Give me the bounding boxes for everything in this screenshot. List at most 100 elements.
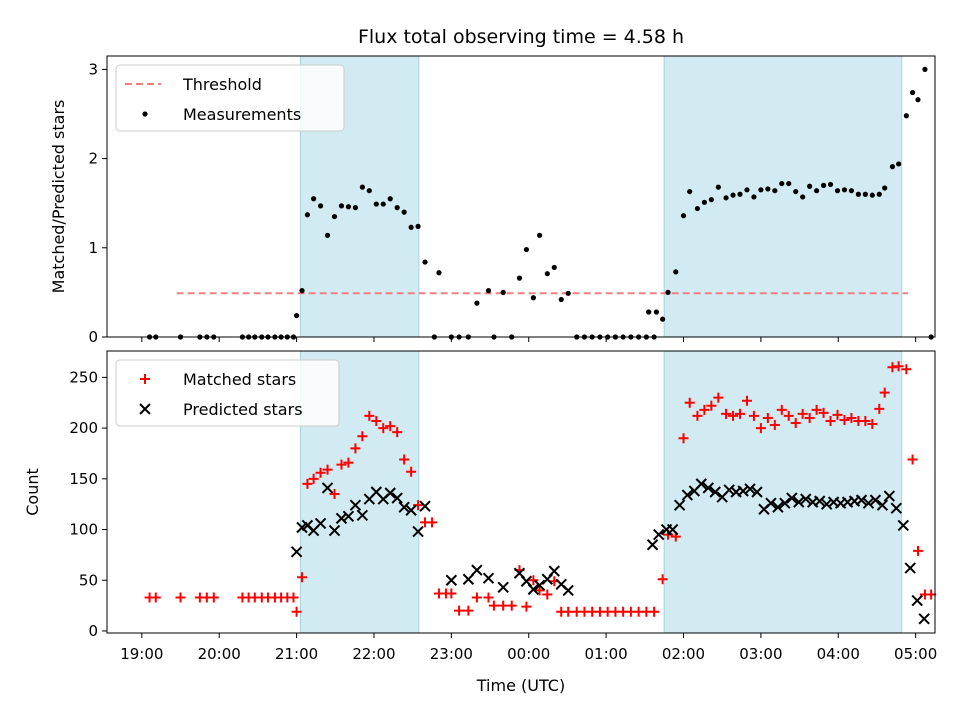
data-point bbox=[772, 188, 778, 194]
data-point bbox=[893, 361, 904, 372]
data-point bbox=[315, 467, 326, 478]
data-point bbox=[329, 489, 340, 500]
data-point bbox=[413, 500, 424, 511]
data-point bbox=[387, 196, 393, 202]
data-point bbox=[848, 188, 855, 194]
data-point bbox=[548, 565, 560, 577]
data-point bbox=[869, 192, 875, 198]
data-point bbox=[883, 490, 896, 502]
data-point bbox=[721, 408, 732, 419]
axes-frame bbox=[106, 55, 936, 338]
data-point bbox=[751, 194, 757, 200]
data-point bbox=[436, 270, 442, 276]
data-point bbox=[723, 484, 735, 496]
legend-box bbox=[115, 359, 340, 427]
data-point bbox=[335, 512, 348, 525]
data-point bbox=[832, 409, 843, 420]
data-point bbox=[744, 483, 756, 495]
data-point bbox=[463, 605, 474, 616]
y-tick-label: 150 bbox=[69, 470, 98, 488]
data-point bbox=[715, 184, 721, 190]
data-point bbox=[516, 275, 523, 281]
data-point bbox=[563, 606, 574, 617]
data-point bbox=[521, 601, 532, 612]
data-point bbox=[876, 191, 882, 197]
legend-swatch-measurements bbox=[142, 111, 148, 117]
data-point bbox=[769, 420, 780, 431]
y-tick-label: 0 bbox=[88, 622, 98, 640]
data-point bbox=[415, 223, 421, 229]
data-point bbox=[737, 191, 743, 197]
data-point bbox=[846, 412, 857, 423]
data-point bbox=[359, 184, 365, 190]
data-point bbox=[734, 408, 745, 419]
data-point bbox=[394, 205, 400, 211]
data-point bbox=[922, 66, 928, 72]
data-point bbox=[384, 487, 396, 499]
data-point bbox=[765, 497, 777, 509]
data-point bbox=[713, 392, 724, 403]
data-point bbox=[706, 400, 717, 411]
data-point bbox=[772, 501, 784, 513]
data-point bbox=[926, 589, 937, 600]
data-point bbox=[422, 259, 428, 265]
data-point bbox=[399, 454, 410, 465]
x-tick-label: 00:00 bbox=[507, 645, 550, 663]
data-point bbox=[748, 410, 759, 421]
data-point bbox=[728, 410, 739, 421]
data-point bbox=[911, 594, 923, 607]
data-point bbox=[699, 404, 710, 415]
data-point bbox=[366, 188, 372, 194]
y-tick-label: 3 bbox=[88, 60, 98, 78]
data-point bbox=[800, 194, 806, 200]
data-point bbox=[657, 574, 668, 585]
data-point bbox=[786, 492, 798, 504]
legend-swatch-predicted bbox=[139, 403, 151, 415]
data-point bbox=[523, 246, 530, 253]
data-point bbox=[901, 364, 912, 375]
series-group bbox=[290, 478, 930, 625]
data-point bbox=[737, 485, 749, 497]
data-point bbox=[536, 232, 543, 238]
y-tick-label: 1 bbox=[88, 239, 98, 257]
data-point bbox=[314, 517, 327, 530]
data-point bbox=[371, 415, 382, 426]
data-point bbox=[702, 482, 714, 494]
data-point bbox=[408, 224, 414, 230]
data-point bbox=[709, 486, 721, 498]
data-point bbox=[297, 572, 308, 583]
y-axis-label: Count bbox=[23, 468, 42, 516]
data-point bbox=[887, 362, 898, 373]
data-point bbox=[800, 493, 812, 505]
data-point bbox=[345, 204, 352, 210]
data-point bbox=[755, 423, 766, 434]
chart-title: Flux total observing time = 4.58 h bbox=[358, 26, 684, 48]
data-point bbox=[290, 546, 303, 558]
data-point bbox=[762, 412, 773, 423]
data-point bbox=[373, 201, 379, 207]
data-point bbox=[807, 183, 813, 189]
data-point bbox=[462, 573, 475, 585]
y-tick-label: 50 bbox=[79, 571, 98, 589]
data-point bbox=[445, 574, 458, 586]
y-tick-label: 100 bbox=[69, 521, 98, 539]
data-point bbox=[867, 419, 878, 430]
data-point bbox=[338, 203, 345, 209]
data-point bbox=[392, 427, 403, 438]
x-tick-label: 20:00 bbox=[198, 645, 241, 663]
data-point bbox=[673, 499, 686, 511]
data-point bbox=[350, 443, 361, 454]
data-point bbox=[907, 454, 918, 465]
y-tick-label: 250 bbox=[69, 368, 98, 386]
x-tick-label: 21:00 bbox=[275, 645, 318, 663]
data-point bbox=[412, 525, 424, 538]
data-point bbox=[814, 188, 820, 194]
legend-label-measurements: Measurements bbox=[183, 105, 301, 124]
data-point bbox=[730, 192, 736, 198]
data-point bbox=[446, 588, 457, 599]
data-point bbox=[482, 572, 495, 584]
x-axis-label: Time (UTC) bbox=[476, 676, 565, 695]
data-point bbox=[311, 196, 317, 202]
data-point bbox=[779, 180, 785, 187]
data-point bbox=[352, 205, 358, 211]
